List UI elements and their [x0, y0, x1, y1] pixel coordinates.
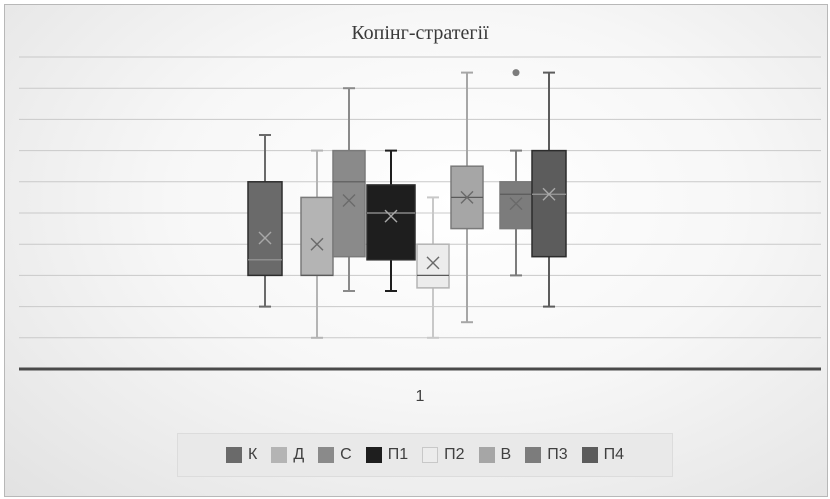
box	[366, 184, 416, 261]
legend-item: К	[225, 446, 258, 464]
legend-swatch	[271, 447, 288, 463]
legend-item: П2	[422, 446, 465, 464]
box	[300, 196, 334, 277]
legend-item: П4	[581, 446, 625, 464]
legend-label: П3	[547, 446, 568, 463]
mean-marker-b	[542, 187, 556, 201]
mean-marker-b	[426, 256, 440, 270]
category-label: 1	[416, 388, 425, 405]
box	[499, 181, 533, 230]
legend-item: П1	[365, 446, 409, 464]
box-group-series-7	[531, 71, 567, 308]
legend-label: С	[340, 446, 352, 463]
mean-marker-b	[460, 190, 474, 204]
box-group-series-3	[366, 149, 416, 292]
box-group-series-0	[247, 134, 283, 308]
legend-label: В	[500, 446, 512, 463]
legend-label: П2	[444, 446, 465, 463]
gridlines	[19, 56, 821, 339]
chart-title: Копінг-стратегії	[351, 22, 489, 44]
legend-swatch	[422, 447, 439, 463]
legend-label: К	[247, 446, 258, 463]
legend-item: В	[478, 446, 512, 464]
box-plots	[247, 69, 567, 339]
mean-marker-b	[310, 237, 324, 251]
mean-marker-b	[509, 197, 523, 211]
legend: К Д С П1 П2 В П3 П4	[177, 433, 673, 477]
legend-item: П3	[525, 446, 568, 464]
mean-marker-b	[258, 231, 272, 245]
chart-frame: Копінг-стратегії 1 К Д С П1 П2 В П3 П4	[4, 4, 828, 497]
legend-item: С	[318, 446, 352, 464]
box-group-series-2	[332, 87, 366, 292]
box-group-series-1	[300, 149, 334, 339]
legend-swatch	[318, 447, 335, 463]
legend-label: П4	[603, 446, 625, 463]
box	[416, 243, 450, 289]
legend-item: Д	[271, 446, 304, 464]
box	[332, 149, 366, 258]
outlier-point	[512, 69, 520, 77]
box	[531, 149, 567, 258]
legend-swatch	[525, 447, 542, 463]
legend-swatch	[225, 447, 242, 463]
mean-marker-b	[342, 194, 356, 208]
box	[247, 181, 283, 277]
legend-label: Д	[293, 446, 305, 463]
legend-swatch	[581, 447, 598, 463]
mean-marker-b	[384, 209, 398, 223]
box-group-series-5	[450, 71, 484, 324]
legend-swatch	[478, 447, 495, 463]
legend-label: П1	[387, 446, 409, 463]
box-group-series-4	[416, 196, 450, 339]
legend-swatch	[365, 447, 382, 463]
chart-svg: Копінг-стратегії 1	[19, 22, 821, 405]
